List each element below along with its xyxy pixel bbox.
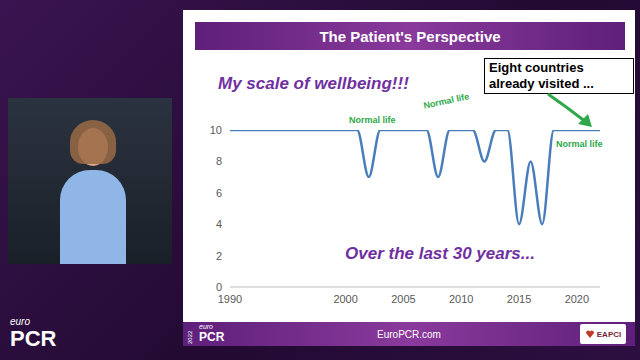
svg-text:2015: 2015: [507, 293, 531, 305]
html-text:Normal life: Normal life: [556, 139, 603, 149]
html-text:Eight countries already visite: Eight countries already visited ...: [489, 60, 594, 91]
html-text:Normal life: Normal life: [349, 115, 396, 125]
html-text:euro: euro: [199, 323, 213, 330]
html-text:Over the last 30 years...: Over the last 30 years...: [345, 244, 535, 263]
html-text:EAPCI: EAPCI: [596, 329, 622, 339]
html-text:euro: euro: [10, 316, 30, 327]
html-text:PCR: PCR: [199, 330, 225, 344]
svg-text:10: 10: [210, 124, 222, 136]
html-text:EuroPCR.com: EuroPCR.com: [377, 328, 441, 340]
html-text:PCR: PCR: [10, 326, 57, 351]
html-text:My scale of wellbeing!!!: My scale of wellbeing!!!: [218, 74, 409, 93]
svg-text:2020: 2020: [565, 293, 589, 305]
svg-text:2000: 2000: [333, 293, 357, 305]
svg-text:8: 8: [216, 155, 222, 167]
svg-text:2010: 2010: [449, 293, 473, 305]
svg-text:2: 2: [216, 250, 222, 262]
html-text:Normal life: Normal life: [422, 91, 470, 111]
svg-text:0: 0: [216, 281, 222, 293]
svg-text:2005: 2005: [391, 293, 415, 305]
svg-text:6: 6: [216, 187, 222, 199]
html-text:2022: 2022: [187, 330, 193, 344]
svg-text:4: 4: [216, 218, 222, 230]
svg-text:1990: 1990: [218, 293, 242, 305]
html-text:The Patient's Perspective: The Patient's Perspective: [319, 27, 501, 45]
